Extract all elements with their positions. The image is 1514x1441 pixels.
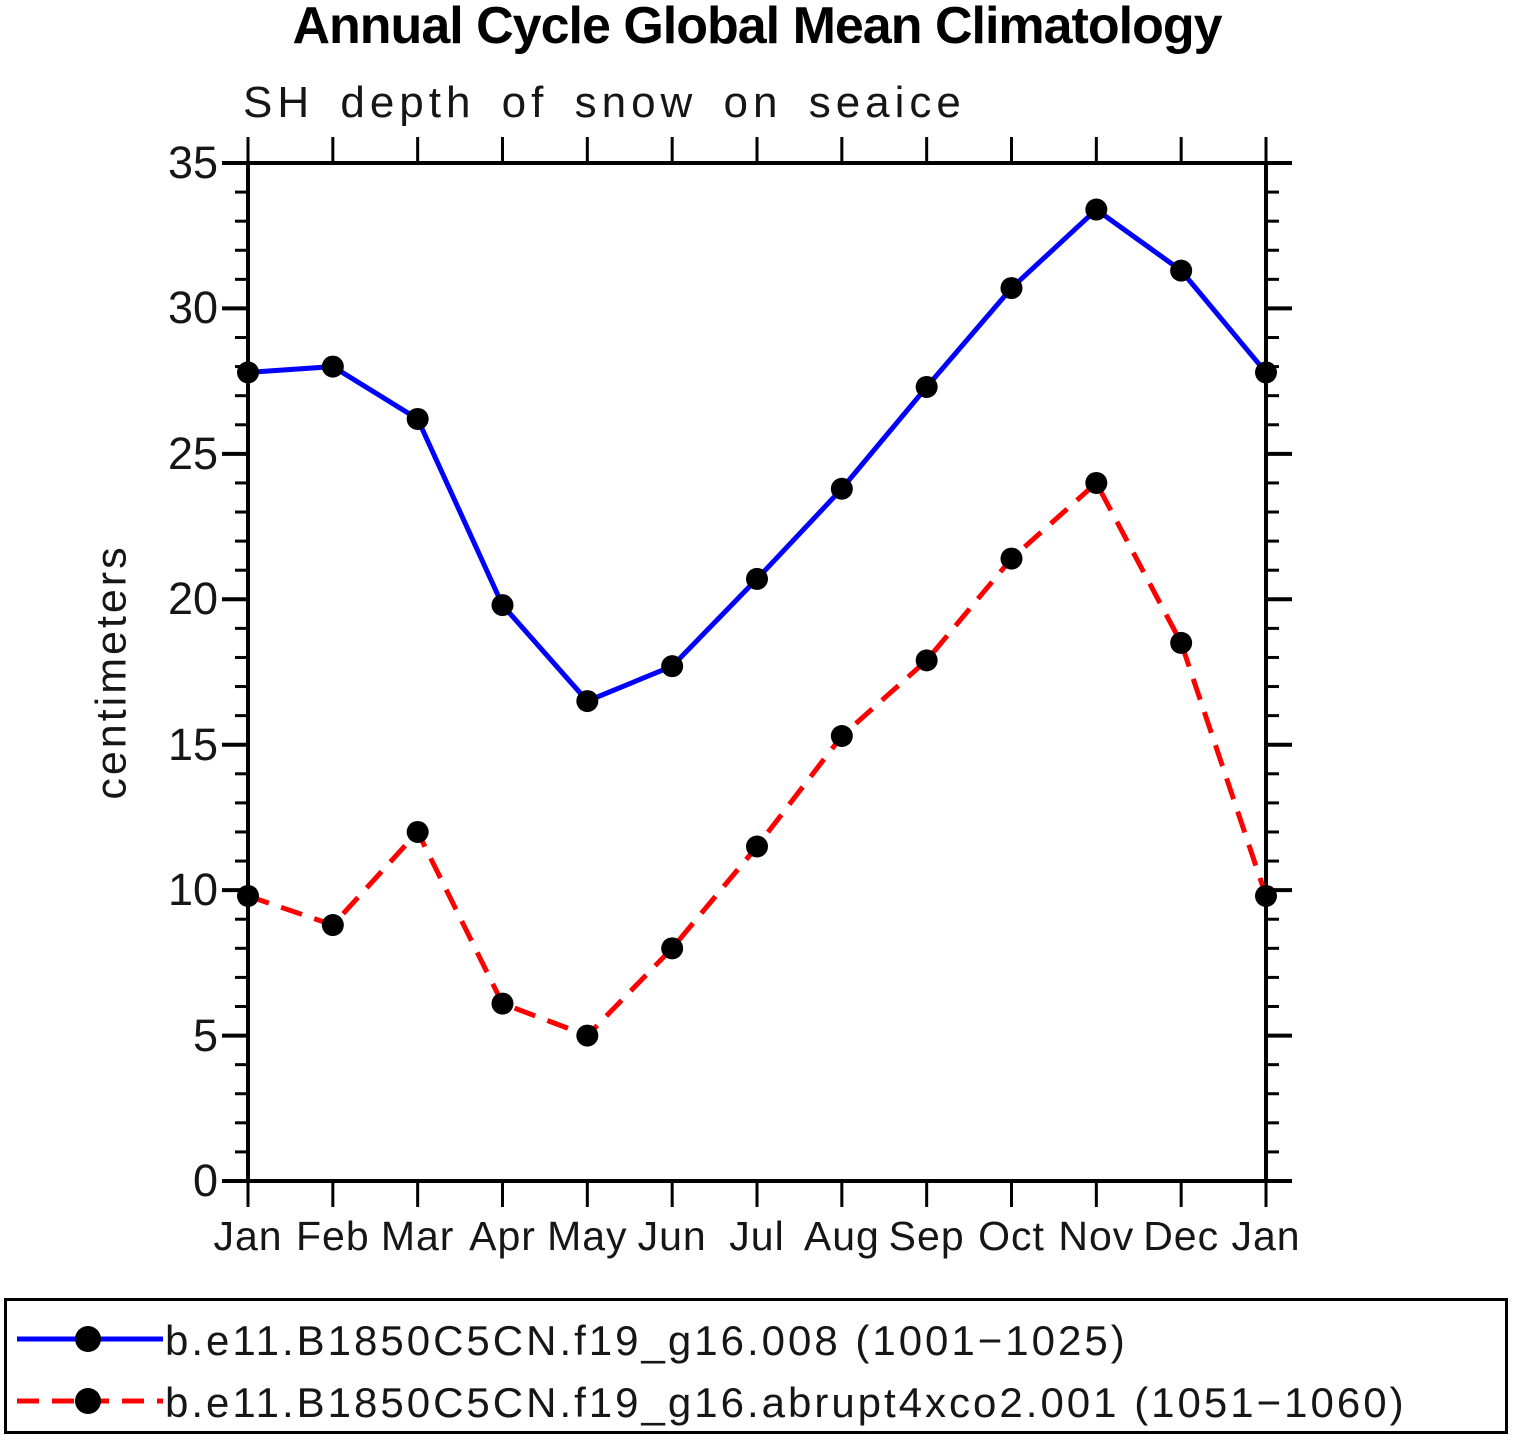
x-tick-label: Jan xyxy=(213,1213,283,1259)
plot-area xyxy=(222,137,1292,1207)
y-tick-label: 25 xyxy=(167,427,218,479)
data-point-marker xyxy=(1000,547,1023,570)
data-point-marker xyxy=(491,594,514,617)
chart-subtitle: SH depth of snow on seaice xyxy=(243,78,966,127)
data-point-marker xyxy=(1170,259,1193,282)
data-point-marker xyxy=(661,937,684,960)
legend-label: b.e11.B1850C5CN.f19_g16.008 (1001−1025) xyxy=(165,1317,1128,1364)
data-point-marker xyxy=(576,1024,599,1047)
data-point-marker xyxy=(746,567,768,590)
x-tick-label: Oct xyxy=(978,1213,1045,1259)
x-tick-label: Apr xyxy=(469,1213,536,1259)
x-tick-label: Sep xyxy=(888,1213,965,1259)
series-line-1 xyxy=(247,478,1269,1039)
data-point-marker xyxy=(746,835,768,858)
legend-item: b.e11.B1850C5CN.f19_g16.abrupt4xco2.001 … xyxy=(7,1379,1505,1426)
x-tick-label: Jun xyxy=(637,1213,707,1259)
y-tick-label: 35 xyxy=(167,137,218,188)
legend-line-sample-solid-icon xyxy=(17,1326,163,1352)
x-tick-label: May xyxy=(547,1213,628,1259)
y-tick-label: 30 xyxy=(167,282,218,334)
x-tick-label: Dec xyxy=(1143,1213,1220,1259)
x-tick-label: Aug xyxy=(803,1213,880,1259)
data-point-marker xyxy=(406,820,429,843)
data-point-marker xyxy=(576,690,599,713)
legend-line-sample-dashed-icon xyxy=(17,1388,163,1414)
legend-sample-marker xyxy=(75,1388,101,1414)
data-point-marker xyxy=(1170,631,1193,654)
data-point-marker xyxy=(406,407,429,430)
data-point-marker xyxy=(321,914,344,937)
data-point-marker xyxy=(237,361,259,384)
data-point-marker xyxy=(1255,884,1277,907)
legend-label: b.e11.B1850C5CN.f19_g16.abrupt4xco2.001 … xyxy=(165,1379,1407,1426)
legend: b.e11.B1850C5CN.f19_g16.008 (1001−1025) … xyxy=(4,1298,1508,1434)
y-tick-label: 20 xyxy=(167,573,218,625)
x-tick-label: Jan xyxy=(1231,1213,1301,1259)
x-tick-label: Feb xyxy=(296,1213,370,1259)
legend-sample-marker xyxy=(75,1326,101,1352)
x-tick-label: Mar xyxy=(380,1213,455,1259)
x-tick-label: Nov xyxy=(1058,1213,1135,1259)
data-point-marker xyxy=(237,884,259,907)
data-point-marker xyxy=(1000,277,1023,300)
y-tick-label: 0 xyxy=(192,1155,218,1206)
data-point-marker xyxy=(915,649,938,672)
chart-title: Annual Cycle Global Mean Climatology xyxy=(292,0,1222,55)
data-point-marker xyxy=(1085,198,1108,221)
legend-item: b.e11.B1850C5CN.f19_g16.008 (1001−1025) xyxy=(7,1317,1505,1364)
data-point-marker xyxy=(491,992,514,1015)
data-point-marker xyxy=(830,724,853,747)
data-point-marker xyxy=(1255,361,1277,384)
y-tick-label: 10 xyxy=(167,864,218,916)
data-point-marker xyxy=(915,375,938,398)
data-point-marker xyxy=(1085,471,1108,494)
data-point-marker xyxy=(321,355,344,378)
y-tick-label: 5 xyxy=(192,1009,218,1061)
data-point-marker xyxy=(830,477,853,500)
x-tick-label: Jul xyxy=(729,1213,785,1259)
axis-frame xyxy=(246,161,1268,1183)
series-line-0 xyxy=(247,206,1268,705)
y-tick-label: 15 xyxy=(167,718,218,770)
data-point-marker xyxy=(661,655,684,678)
